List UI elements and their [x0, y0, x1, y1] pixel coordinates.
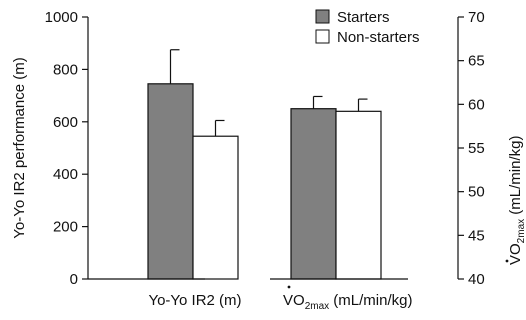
category-label-vo2max: VO2max (mL/min/kg): [283, 292, 412, 312]
right-tick-label: 50: [468, 184, 485, 201]
bar-starters-yoyo: [147, 83, 194, 280]
vo2-dot-accent: [287, 285, 291, 289]
left-axis-title: Yo-Yo IR2 performance (m): [11, 57, 28, 238]
category-label-vo2max-sub: 2max: [305, 301, 329, 312]
right-axis-title-sub: 2max: [516, 219, 526, 243]
right-tick-label: 40: [468, 271, 485, 288]
left-tick-label: 600: [53, 114, 78, 131]
legend-label-non-starters: Non-starters: [337, 29, 420, 46]
legend-swatch-starters: [315, 9, 330, 24]
bar-non-starters-yoyo: [192, 135, 239, 280]
bars: [147, 49, 382, 280]
right-tick-label: 60: [468, 96, 485, 113]
axis-titles: Yo-Yo IR2 performance (m) VO2max (mL/min/…: [11, 57, 526, 265]
category-label-vo2max-rest: (mL/min/kg): [329, 292, 412, 309]
right-title-dot-accent: [505, 259, 509, 263]
legend-label-starters: Starters: [337, 9, 390, 26]
bar-starters-vo2: [290, 108, 337, 280]
bar-non-starters-vo2: [335, 110, 382, 280]
left-tick-label: 800: [53, 61, 78, 78]
x-axis: Yo-Yo IR2 (m) VO2max (mL/min/kg): [88, 278, 412, 312]
left-tick-label: 200: [53, 219, 78, 236]
category-label-vo2max-main: VO: [283, 292, 305, 309]
right-axis-title-rest: (mL/min/kg): [507, 136, 524, 219]
right-tick-label: 70: [468, 9, 485, 26]
right-tick-label: 55: [468, 140, 485, 157]
left-y-axis: 0 200 400 600 800 1000: [45, 9, 89, 288]
right-tick-label: 45: [468, 227, 485, 244]
right-axis-title-main: VO: [507, 243, 524, 265]
right-y-axis: 40 45 50 55 60 65 70: [457, 9, 485, 288]
left-tick-label: 400: [53, 166, 78, 183]
right-axis-title: VO2max (mL/min/kg): [507, 136, 526, 265]
right-tick-label: 65: [468, 53, 485, 70]
category-label-yoyo: Yo-Yo IR2 (m): [148, 292, 241, 309]
legend-swatch-non-starters: [315, 29, 330, 44]
left-tick-label: 1000: [45, 9, 78, 26]
left-tick-label: 0: [70, 271, 78, 288]
legend: Starters Non-starters: [315, 9, 420, 46]
